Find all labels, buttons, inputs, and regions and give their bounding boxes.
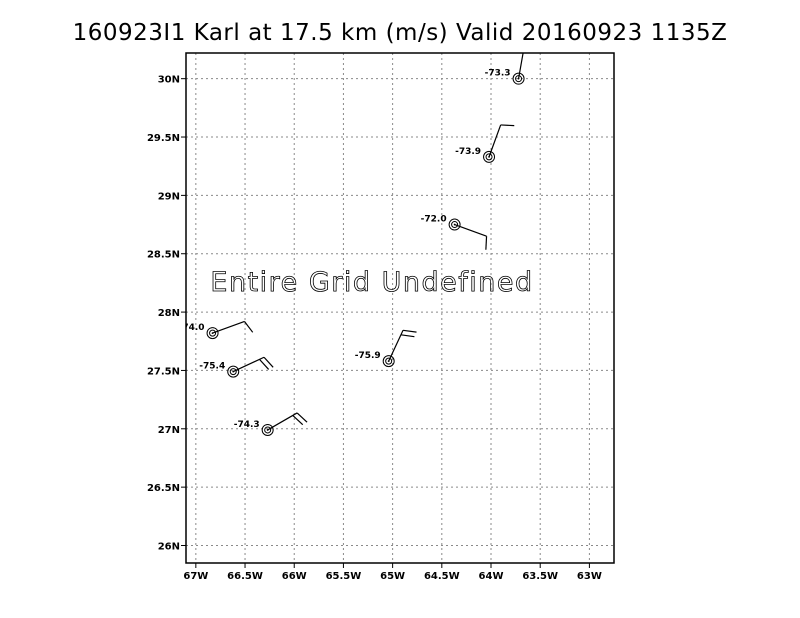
x-tick-label: 65W xyxy=(380,571,405,582)
wind-barb-staff xyxy=(454,223,487,237)
x-tick-label: 63.5W xyxy=(522,571,558,582)
y-tick-label: 29N xyxy=(158,191,180,202)
wind-barb-feather xyxy=(292,415,304,426)
x-tick-label: 66.5W xyxy=(227,571,263,582)
y-tick-label: 27N xyxy=(158,425,180,436)
observation-point: -73.9 xyxy=(455,124,515,163)
station-marker-outer xyxy=(483,150,496,163)
observation-point: -74.3 xyxy=(234,412,308,436)
y-tick-label: 27.5N xyxy=(147,366,180,377)
observation-label: -72.0 xyxy=(421,215,447,225)
x-tick-label: 67W xyxy=(183,571,208,582)
wind-barb-feather xyxy=(296,412,308,423)
wind-barb-feather xyxy=(244,321,254,333)
x-axis: 67W 66.5W 66W 65.5W 65W 64.5W 64W 63.5W 63W xyxy=(183,563,602,582)
y-tick-label: 30N xyxy=(158,75,180,86)
station-marker-inner xyxy=(264,426,272,434)
wind-barb-staff xyxy=(212,320,245,334)
station-marker-inner xyxy=(209,329,217,337)
observation-point: -72.0 xyxy=(421,215,488,250)
observations: -73.3 -73.9 -72.0 -74.0 -75.9 -75.4 -74.3 xyxy=(179,49,531,436)
wind-barb-feather xyxy=(263,356,274,368)
wind-barb-feather xyxy=(400,334,415,338)
wind-barb-feather xyxy=(485,236,488,250)
wind-barb-feather xyxy=(500,124,515,127)
observation-point: -75.9 xyxy=(355,329,417,368)
observation-label: -73.3 xyxy=(485,69,511,79)
x-tick-label: 65.5W xyxy=(326,571,362,582)
x-tick-label: 64.5W xyxy=(424,571,460,582)
y-tick-label: 28.5N xyxy=(147,250,180,261)
station-marker-inner xyxy=(229,368,237,376)
observation-label: -73.9 xyxy=(455,147,481,157)
station-marker-outer xyxy=(227,365,240,378)
station-marker-outer xyxy=(261,423,274,436)
wind-barb-half-feather xyxy=(524,49,531,50)
undefined-grid-annotation: Entire Grid Undefined xyxy=(210,267,533,298)
observation-point: -74.0 xyxy=(179,320,254,340)
observation-label: -75.4 xyxy=(199,362,225,372)
observation-label: -74.3 xyxy=(234,420,260,430)
plot-frame xyxy=(185,52,615,564)
x-tick-label: 64W xyxy=(479,571,504,582)
station-marker-outer xyxy=(448,218,461,231)
y-tick-label: 28N xyxy=(158,308,180,319)
station-marker-outer xyxy=(382,355,395,368)
wind-barb-staff xyxy=(517,53,524,79)
chart-title: 160923I1 Karl at 17.5 km (m/s) Valid 201… xyxy=(73,20,728,46)
station-marker-inner xyxy=(485,153,493,161)
wind-barb-staff xyxy=(488,124,502,158)
wind-barb-feather xyxy=(402,329,417,333)
x-tick-label: 63W xyxy=(577,571,602,582)
observation-label: -75.9 xyxy=(355,351,381,361)
wind-barb-staff xyxy=(267,412,298,431)
observation-label: -74.0 xyxy=(179,323,205,333)
y-axis: 26N 26.5N 27N 27.5N 28N 28.5N 29N 29.5N 30N xyxy=(147,75,186,552)
station-marker-outer xyxy=(512,72,525,85)
wind-barb-staff xyxy=(232,356,265,373)
grid xyxy=(186,53,614,563)
wind-barb-staff xyxy=(388,330,404,362)
station-marker-outer xyxy=(206,327,219,340)
y-tick-label: 26.5N xyxy=(147,483,180,494)
y-tick-label: 26N xyxy=(158,541,180,552)
station-marker-inner xyxy=(385,357,393,365)
y-tick-label: 29.5N xyxy=(147,133,180,144)
x-tick-label: 66W xyxy=(282,571,307,582)
station-marker-inner xyxy=(451,221,459,229)
wind-barb-feather xyxy=(259,358,270,370)
observation-point: -75.4 xyxy=(199,356,274,378)
observation-point: -73.3 xyxy=(485,49,531,85)
